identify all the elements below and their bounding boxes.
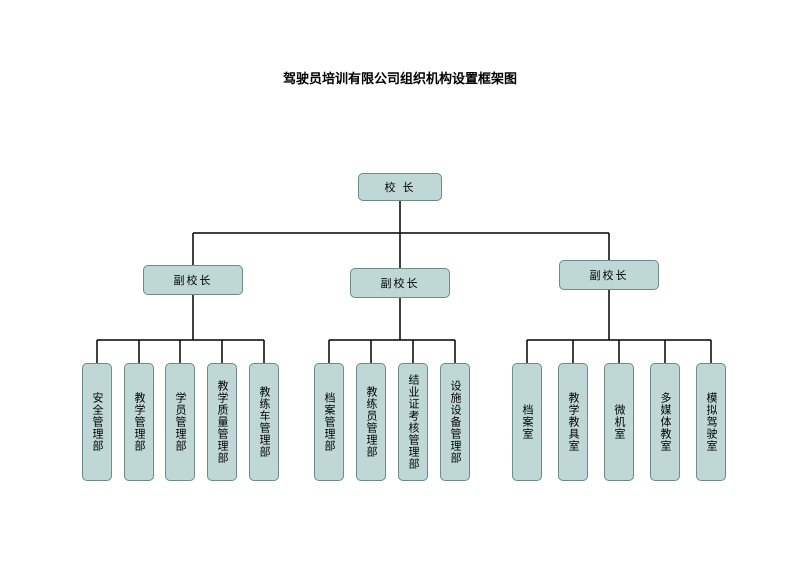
node-g2-3: 设施设备管理部 [440, 363, 470, 481]
node-g2-2: 结业证考核管理部 [398, 363, 428, 481]
node-g3-4: 模拟驾驶室 [696, 363, 726, 481]
node-g3-2: 微机室 [604, 363, 634, 481]
node-g1-2: 学员管理部 [165, 363, 195, 481]
node-g1-1: 教学管理部 [124, 363, 154, 481]
node-g2-0: 档案管理部 [314, 363, 344, 481]
node-g3-0: 档案室 [512, 363, 542, 481]
node-g3-3: 多媒体教室 [650, 363, 680, 481]
node-vp-0: 副校长 [143, 265, 243, 295]
node-g1-4: 教练车管理部 [249, 363, 279, 481]
node-g3-1: 教学教具室 [558, 363, 588, 481]
node-g1-0: 安全管理部 [82, 363, 112, 481]
node-vp-2: 副校长 [559, 260, 659, 290]
page-title: 驾驶员培训有限公司组织机构设置框架图 [0, 68, 800, 87]
node-root: 校 长 [358, 173, 442, 201]
node-g1-3: 教学质量管理部 [207, 363, 237, 481]
node-g2-1: 教练员管理部 [356, 363, 386, 481]
node-vp-1: 副校长 [350, 268, 450, 298]
